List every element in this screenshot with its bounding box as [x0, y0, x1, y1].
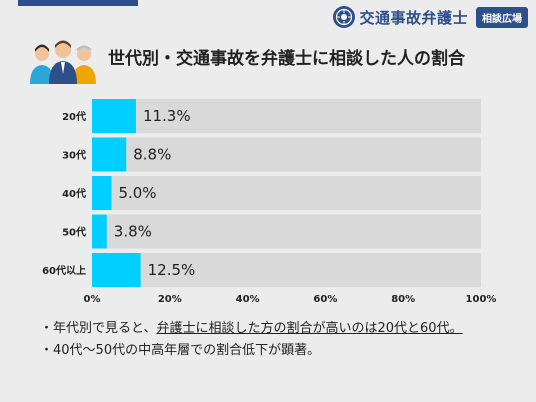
category-label: 20代 — [62, 110, 86, 123]
note-line-1-prefix: ・年代別で見ると、 — [40, 321, 157, 336]
x-tick-label: 20% — [158, 294, 182, 305]
category-label: 60代以上 — [42, 264, 86, 277]
data-label: 3.8% — [114, 223, 152, 241]
header-accent-bar — [18, 0, 138, 6]
x-tick-label: 100% — [466, 294, 497, 305]
category-label: 40代 — [62, 187, 86, 200]
brand-badge: 相談広場 — [476, 6, 528, 28]
category-label: 50代 — [62, 226, 86, 239]
bar — [92, 253, 141, 287]
data-label: 5.0% — [118, 184, 156, 202]
bar — [92, 137, 127, 172]
data-label: 11.3% — [143, 107, 191, 125]
note-line-1-underlined: 弁護士に相談した方の割合が高いのは20代と60代。 — [156, 321, 463, 336]
x-tick-label: 40% — [236, 294, 260, 305]
data-label: 8.8% — [133, 146, 171, 164]
brand-logo-icon — [333, 6, 356, 28]
x-tick-label: 80% — [391, 294, 415, 305]
bar-track — [92, 99, 481, 133]
note-line-2: ・40代〜50代の中高年層での割合低下が顕著。 — [40, 343, 321, 358]
note-line-1: ・年代別で見ると、弁護士に相談した方の割合が高いのは20代と60代。 — [40, 318, 463, 340]
notes: ・年代別で見ると、弁護士に相談した方の割合が高いのは20代と60代。 ・40代〜… — [40, 318, 463, 362]
brand: 交通事故弁護士 相談広場 — [333, 6, 528, 28]
chart-title: 世代別・交通事故を弁護士に相談した人の割合 — [108, 49, 465, 69]
bar-track — [92, 137, 481, 172]
bar-track — [92, 214, 481, 249]
bar-track — [92, 176, 481, 210]
x-tick-label: 0% — [84, 294, 101, 305]
x-tick-label: 60% — [313, 294, 337, 305]
bar-track — [92, 253, 481, 287]
bar — [92, 99, 136, 133]
people-illustration-icon — [28, 36, 98, 84]
bar — [92, 214, 107, 249]
bar — [92, 176, 112, 210]
brand-name: 交通事故弁護士 — [359, 8, 468, 27]
data-label: 12.5% — [148, 261, 196, 279]
category-label: 30代 — [62, 149, 86, 162]
